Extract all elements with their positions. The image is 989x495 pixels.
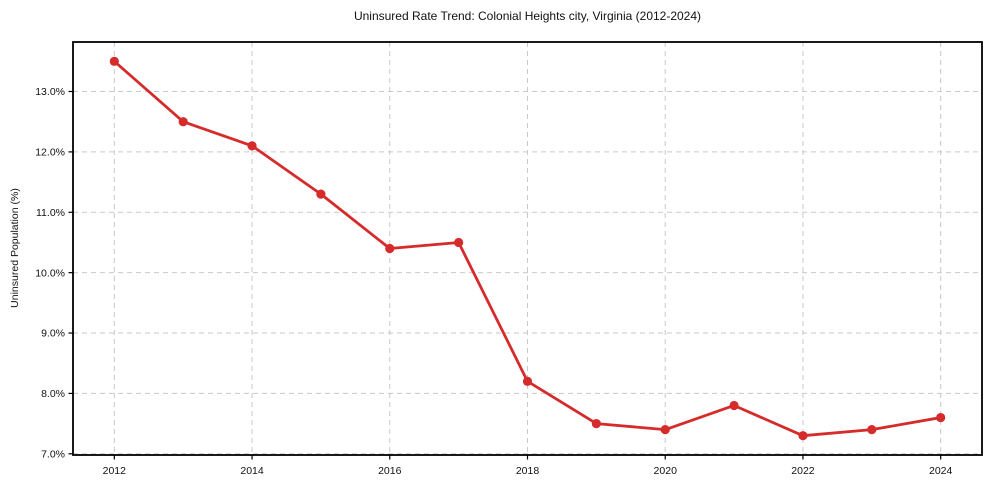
y-axis-label: Uninsured Population (%) — [9, 188, 21, 308]
data-point — [522, 376, 533, 386]
data-point — [454, 237, 464, 248]
y-tick-label: 9.0% — [41, 328, 65, 340]
data-point — [316, 189, 326, 199]
x-tick-label: 2012 — [103, 465, 127, 477]
chart-title: Uninsured Rate Trend: Colonial Heights c… — [353, 9, 702, 23]
data-point — [867, 425, 877, 435]
y-tick-label: 7.0% — [41, 448, 65, 460]
x-tick-label: 2014 — [240, 465, 264, 477]
x-tick-label: 2016 — [378, 465, 402, 477]
y-tick-label: 11.0% — [36, 207, 65, 219]
data-point — [247, 141, 257, 151]
data-point — [729, 400, 739, 411]
x-tick-label: 2024 — [929, 465, 953, 477]
data-point — [798, 431, 808, 441]
x-tick-label: 2018 — [516, 465, 540, 477]
x-tick-label: 2022 — [791, 465, 815, 477]
y-tick-label: 13.0% — [35, 86, 65, 98]
data-point — [178, 117, 188, 127]
y-tick-label: 10.0% — [35, 267, 65, 279]
data-point — [660, 425, 670, 435]
y-tick-label: 12.0% — [35, 146, 65, 158]
data-point — [591, 419, 601, 429]
data-point — [385, 243, 395, 254]
data-point — [109, 56, 119, 66]
data-point — [936, 412, 946, 423]
y-tick-label: 8.0% — [41, 388, 65, 400]
x-tick-label: 2020 — [654, 465, 678, 477]
